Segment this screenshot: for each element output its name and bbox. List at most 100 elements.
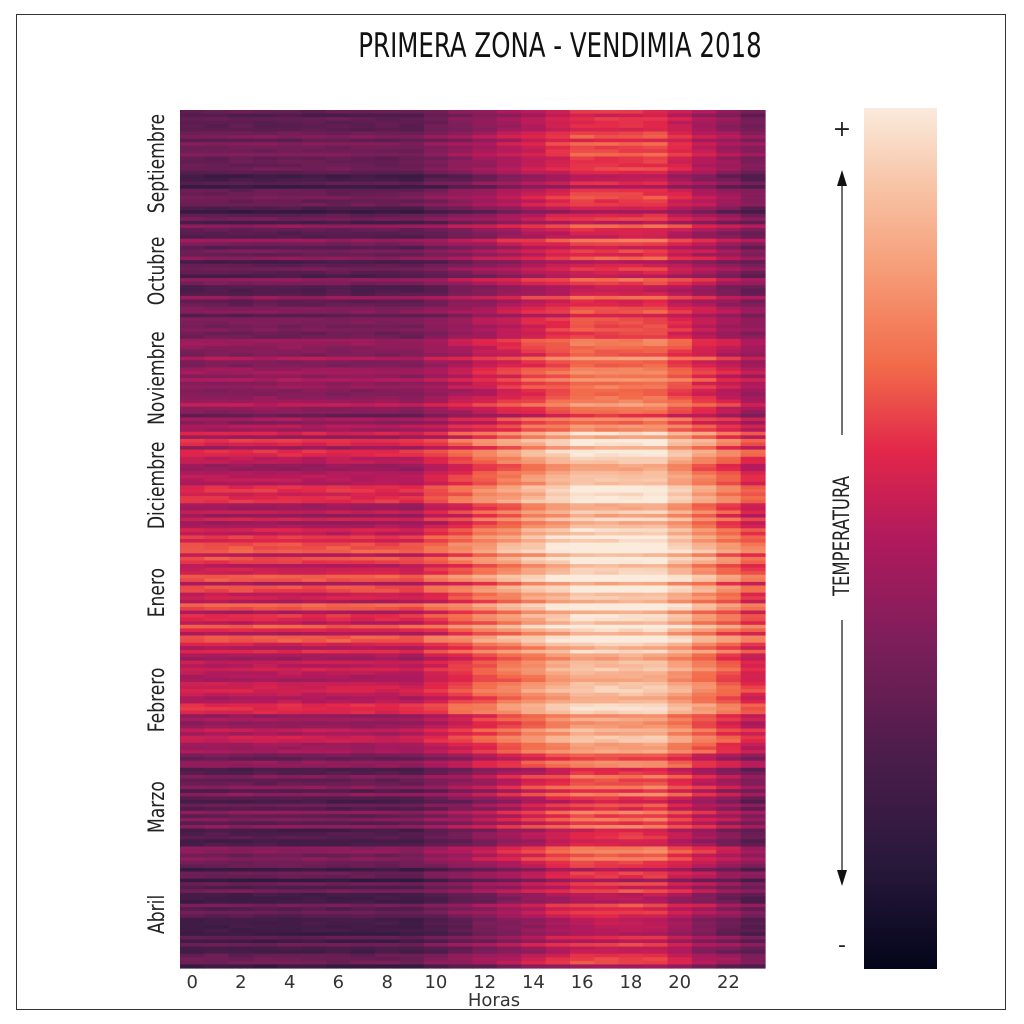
heatmap-cell	[618, 238, 644, 243]
heatmap-cell	[375, 274, 400, 279]
heatmap-cell	[618, 707, 644, 712]
heatmap-cell	[643, 774, 669, 780]
heatmap-cell	[716, 535, 742, 540]
heatmap-cell	[618, 449, 644, 454]
heatmap-cell	[691, 510, 717, 515]
heatmap-cell	[301, 842, 327, 848]
heatmap-cell	[472, 549, 498, 554]
heatmap-cell	[423, 145, 449, 150]
heatmap-cell	[740, 825, 766, 830]
heatmap-cell	[570, 839, 595, 844]
heatmap-cell	[253, 149, 279, 154]
heatmap-cell	[326, 285, 352, 290]
heatmap-cell	[326, 749, 352, 755]
heatmap-cell	[594, 331, 620, 336]
heatmap-cell	[204, 746, 230, 751]
heatmap-cell	[399, 578, 425, 583]
heatmap-cell	[667, 142, 693, 147]
heatmap-cell	[228, 635, 254, 640]
heatmap-cell	[180, 796, 205, 801]
heatmap-cell	[326, 367, 352, 372]
heatmap-cell	[228, 478, 254, 483]
heatmap-cell	[277, 110, 303, 115]
heatmap-cell	[301, 850, 327, 855]
heatmap-cell	[350, 846, 376, 851]
heatmap-cell	[448, 556, 474, 562]
heatmap-cell	[740, 231, 766, 236]
heatmap-cell	[423, 589, 449, 594]
heatmap-cell	[618, 113, 644, 118]
heatmap-cell	[521, 442, 547, 447]
heatmap-cell	[570, 295, 595, 301]
heatmap-cell	[326, 778, 352, 783]
heatmap-cell	[301, 163, 327, 168]
heatmap-cell	[643, 242, 669, 247]
heatmap-cell	[570, 356, 595, 361]
heatmap-cell	[716, 274, 742, 279]
heatmap-cell	[521, 428, 547, 433]
heatmap-cell	[204, 664, 230, 669]
heatmap-cell	[253, 567, 279, 572]
heatmap-cell	[228, 345, 254, 351]
heatmap-cell	[594, 485, 620, 490]
heatmap-cell	[570, 378, 595, 383]
heatmap-cell	[277, 349, 303, 354]
heatmap-cell	[277, 149, 303, 154]
heatmap-cell	[423, 410, 449, 415]
heatmap-cell	[399, 313, 425, 318]
heatmap-cell	[399, 524, 425, 529]
heatmap-cell	[667, 846, 693, 851]
heatmap-cell	[277, 835, 303, 840]
heatmap-cell	[253, 403, 279, 408]
heatmap-cell	[496, 624, 522, 629]
heatmap-cell	[350, 624, 376, 629]
heatmap-cell	[326, 267, 352, 272]
heatmap-cell	[423, 832, 449, 837]
heatmap-cell	[399, 596, 425, 601]
heatmap-cell	[716, 521, 742, 526]
heatmap-cell	[228, 574, 254, 579]
heatmap-cell	[350, 703, 376, 708]
heatmap-cell	[667, 546, 693, 551]
heatmap-cell	[716, 842, 742, 848]
heatmap-cell	[496, 353, 522, 358]
heatmap-cell	[204, 131, 230, 136]
heatmap-cell	[253, 242, 279, 247]
heatmap-cell	[643, 227, 669, 233]
heatmap-cell	[570, 621, 595, 626]
heatmap-cell	[716, 185, 742, 190]
heatmap-cell	[545, 696, 571, 701]
heatmap-cell	[350, 639, 376, 644]
heatmap-cell	[643, 549, 669, 554]
heatmap-cell	[180, 578, 205, 583]
heatmap-cell	[326, 760, 352, 765]
heatmap-cell	[204, 535, 230, 540]
heatmap-cell	[496, 413, 522, 419]
heatmap-cell	[399, 303, 425, 308]
heatmap-cell	[545, 281, 571, 286]
heatmap-cell	[472, 825, 498, 830]
heatmap-cell	[618, 392, 644, 397]
heatmap-cell	[423, 392, 449, 397]
heatmap-cell	[423, 292, 449, 297]
heatmap-cell	[277, 138, 303, 143]
heatmap-cell	[570, 656, 595, 662]
heatmap-cell	[521, 513, 547, 519]
heatmap-cell	[570, 428, 595, 433]
heatmap-cell	[667, 242, 693, 247]
heatmap-cell	[277, 485, 303, 490]
heatmap-cell	[740, 771, 766, 776]
heatmap-cell	[570, 260, 595, 265]
heatmap-cell	[253, 188, 279, 193]
heatmap-cell	[740, 421, 766, 426]
heatmap-cell	[691, 528, 717, 533]
heatmap-cell	[253, 814, 279, 819]
heatmap-cell	[667, 589, 693, 594]
heatmap-cell	[448, 413, 474, 419]
heatmap-cell	[521, 242, 547, 247]
heatmap-cell	[228, 324, 254, 329]
heatmap-cell	[375, 406, 400, 411]
heatmap-cell	[204, 828, 230, 833]
heatmap-cell	[521, 278, 547, 283]
heatmap-cell	[667, 163, 693, 168]
